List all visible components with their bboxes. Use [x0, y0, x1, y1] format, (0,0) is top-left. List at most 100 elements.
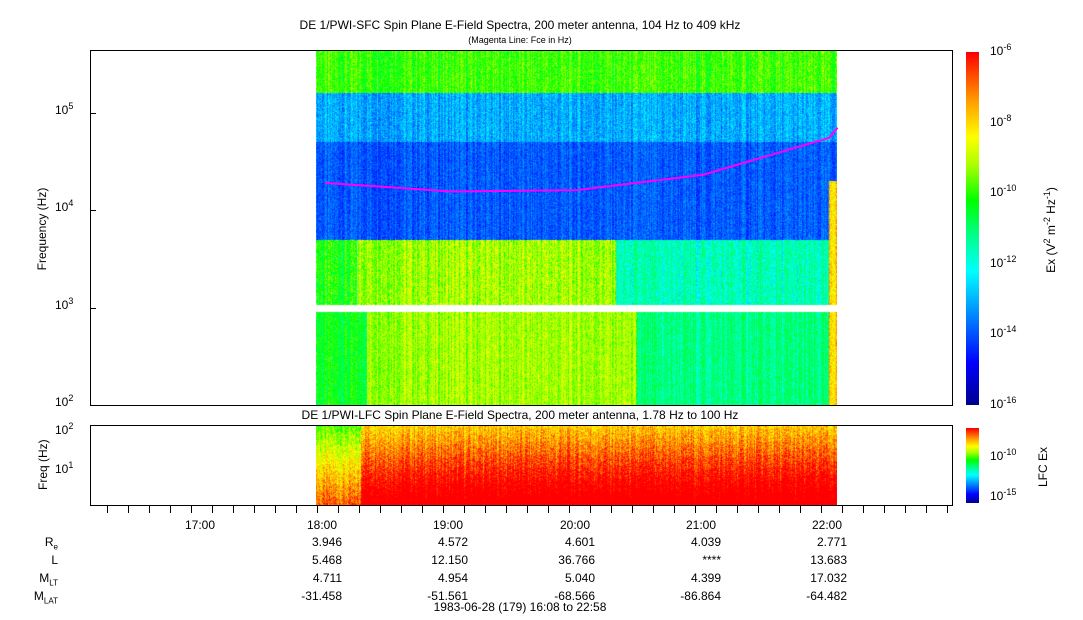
- x-tick-mark: [379, 506, 381, 513]
- sfc-plot-frame: [90, 50, 953, 406]
- sfc-subtitle: (Magenta Line: Fce in Hz): [468, 35, 572, 45]
- x-tick-mark: [505, 506, 507, 513]
- x-tick-mark: [904, 506, 906, 513]
- x-tick-mark: [526, 506, 528, 513]
- sfc-colorbar-tick: 10-10: [990, 183, 1017, 200]
- x-tick-mark: [421, 506, 423, 513]
- x-tick-mark: [274, 506, 276, 513]
- sfc-ytick: 103: [55, 295, 74, 312]
- sfc-ytick: 102: [55, 393, 74, 409]
- sfc-colorbar: [966, 52, 979, 405]
- sfc-title: DE 1/PWI-SFC Spin Plane E-Field Spectra,…: [299, 18, 741, 32]
- x-tick-mark: [337, 506, 339, 513]
- ephemeris-value: -51.561: [427, 589, 468, 603]
- ephemeris-value: -64.482: [806, 589, 847, 603]
- sfc-colorbar-tick: 10-14: [990, 324, 1017, 341]
- ephemeris-value: 4.399: [690, 571, 721, 585]
- x-tick-label: 17:00: [184, 518, 216, 532]
- x-tick-mark: [694, 506, 696, 513]
- x-tick-mark: [589, 506, 591, 513]
- lfc-colorbar-tick: 10-15: [990, 487, 1017, 503]
- x-tick-label: 22:00: [811, 518, 843, 532]
- sfc-ylabel: Frequency (Hz): [35, 187, 49, 271]
- x-tick-mark: [841, 506, 843, 513]
- sfc-colorbar-tick: 10-16: [990, 395, 1017, 411]
- ephemeris-value: 13.683: [810, 553, 847, 567]
- lfc-colorbar-tick: 10-10: [990, 447, 1017, 463]
- x-tick-mark: [211, 506, 213, 513]
- x-tick-mark: [757, 506, 759, 513]
- x-tick-label: 18:00: [306, 518, 338, 532]
- ephemeris-value: -86.864: [680, 589, 721, 603]
- fce-line: [325, 126, 839, 193]
- x-tick-mark: [190, 506, 192, 513]
- ephemeris-value: 5.040: [564, 571, 595, 585]
- lfc-ytick: 101: [55, 460, 74, 476]
- sfc-spectrogram: [316, 50, 837, 405]
- lfc-title: DE 1/PWI-LFC Spin Plane E-Field Spectra,…: [301, 408, 739, 422]
- ephemeris-value: -68.566: [554, 589, 595, 603]
- lfc-plot-frame: [90, 425, 953, 506]
- x-tick-mark: [316, 506, 318, 513]
- x-tick-mark: [568, 506, 570, 513]
- x-tick-mark: [169, 506, 171, 513]
- x-tick-mark: [253, 506, 255, 513]
- lfc-ytick: 102: [55, 421, 74, 437]
- ephemeris-value: 12.150: [431, 553, 468, 567]
- sfc-colorbar-tick: 10-8: [990, 112, 1012, 129]
- ephemeris-value: 4.601: [564, 535, 595, 549]
- sfc-ytick: 105: [55, 100, 74, 117]
- ephemeris-value: 5.468: [311, 553, 342, 567]
- x-tick-mark: [862, 506, 864, 513]
- x-tick-label: 20:00: [559, 518, 591, 532]
- x-tick-mark: [946, 506, 948, 513]
- ephemeris-value: 4.572: [437, 535, 468, 549]
- ephemeris-label: MLAT: [33, 589, 58, 606]
- x-tick-mark: [799, 506, 801, 513]
- sfc-ytick: 104: [55, 198, 74, 214]
- x-tick-mark: [673, 506, 675, 513]
- ephemeris-label: MLT: [39, 571, 58, 588]
- ephemeris-value: 4.039: [690, 535, 721, 549]
- x-tick-mark: [547, 506, 549, 513]
- ephemeris-value: ****: [702, 553, 721, 567]
- ephemeris-label: L: [51, 553, 58, 567]
- x-tick-mark: [652, 506, 654, 513]
- lfc-colorbar-label: LFC Ex: [1036, 447, 1050, 488]
- ephemeris-value: 17.032: [810, 571, 847, 585]
- x-tick-mark: [232, 506, 234, 513]
- x-tick-mark: [358, 506, 360, 513]
- ephemeris-value: 36.766: [558, 553, 595, 567]
- x-tick-mark: [883, 506, 885, 513]
- x-tick-mark: [715, 506, 717, 513]
- x-tick-mark: [295, 506, 297, 513]
- lfc-spectrogram: [316, 425, 837, 505]
- x-tick-mark: [610, 506, 612, 513]
- x-tick-mark: [484, 506, 486, 513]
- x-tick-mark: [463, 506, 465, 513]
- sfc-colorbar-tick: 10-12: [990, 253, 1017, 270]
- x-tick-mark: [400, 506, 402, 513]
- x-tick-mark: [106, 506, 108, 513]
- ephemeris-value: 3.946: [311, 535, 342, 549]
- x-tick-mark: [442, 506, 444, 513]
- ephemeris-label: Re: [44, 535, 58, 552]
- x-tick-mark: [127, 506, 129, 513]
- ephemeris-value: 4.954: [437, 571, 468, 585]
- footer-date-range: 1983-06-28 (179) 16:08 to 22:58: [433, 600, 607, 614]
- x-tick-mark: [736, 506, 738, 513]
- sfc-ytick-mark: [90, 405, 96, 406]
- ephemeris-value: 2.771: [816, 535, 847, 549]
- x-tick-label: 21:00: [685, 518, 717, 532]
- lfc-ylabel: Freq (Hz): [36, 439, 50, 490]
- lfc-colorbar: [966, 428, 979, 503]
- sfc-ytick-mark: [90, 307, 96, 309]
- sfc-colorbar-label: Ex (V2 m-2 Hz-1): [1042, 187, 1058, 273]
- x-tick-mark: [631, 506, 633, 513]
- sfc-colorbar-tick: 10-6: [990, 42, 1012, 58]
- ephemeris-value: -31.458: [301, 589, 342, 603]
- x-tick-mark: [820, 506, 822, 513]
- x-tick-mark: [925, 506, 927, 513]
- sfc-ytick-mark: [90, 210, 96, 211]
